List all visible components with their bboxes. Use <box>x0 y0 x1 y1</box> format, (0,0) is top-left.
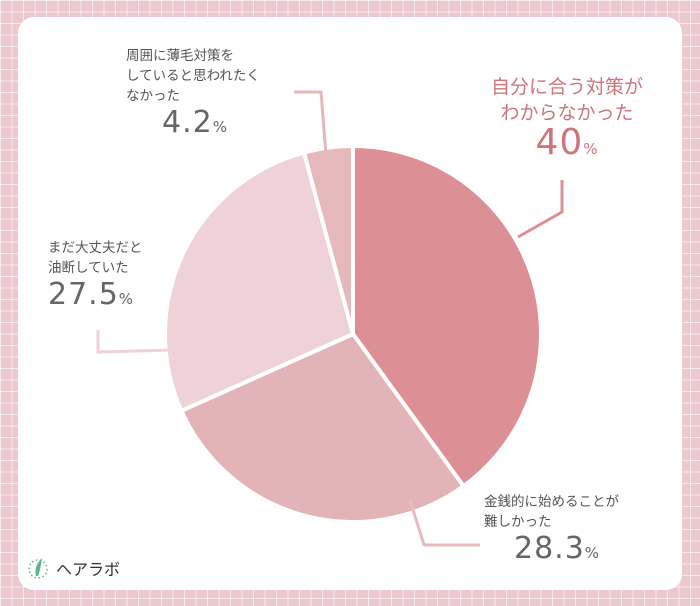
label-line: 周囲に薄毛対策を <box>126 48 234 64</box>
percent-value: 28.3% <box>514 531 601 566</box>
leader-line-1 <box>408 499 480 547</box>
percent-value: 27.5% <box>48 277 135 312</box>
logo-text: ヘアラボ <box>56 560 121 579</box>
label-slice-0: 自分に合う対策が わからなかった 40% <box>462 74 672 166</box>
label-line: 難しかった <box>484 514 552 530</box>
label-line: わからなかった <box>500 102 634 124</box>
label-slice-2: まだ大丈夫だと 油断していた 27.5% <box>48 238 143 316</box>
leader-line-0 <box>517 180 564 239</box>
pie-slice-0 <box>351 144 543 489</box>
leader-line-2 <box>96 330 173 354</box>
label-slice-3: 周囲に薄毛対策を していると思われたく なかった 4.2% <box>126 46 260 144</box>
pie-slice-2 <box>163 150 355 413</box>
percent-value: 4.2% <box>162 105 228 140</box>
label-line: 自分に合う対策が <box>490 76 643 98</box>
label-slice-1: 金銭的に始めることが 難しかった 28.3% <box>484 492 619 570</box>
leader-line-3 <box>294 90 328 156</box>
percent-value: 40% <box>535 122 599 163</box>
pie-slice-3 <box>301 144 355 336</box>
label-line: 油断していた <box>48 260 129 276</box>
label-line: まだ大丈夫だと <box>48 240 143 256</box>
hair-leaf-icon <box>28 558 48 579</box>
label-line: 金銭的に始めることが <box>484 494 619 510</box>
label-line: していると思われたく <box>126 68 260 84</box>
label-line: なかった <box>126 88 180 104</box>
logo: ヘアラボ <box>26 556 120 580</box>
